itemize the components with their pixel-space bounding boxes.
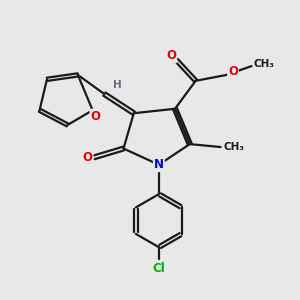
Text: O: O (166, 49, 176, 62)
Text: CH₃: CH₃ (224, 142, 244, 152)
Text: O: O (82, 151, 93, 164)
Text: CH₃: CH₃ (254, 59, 275, 69)
Text: O: O (228, 65, 238, 79)
Text: H: H (113, 80, 122, 90)
Text: Cl: Cl (152, 262, 165, 275)
Text: O: O (91, 110, 100, 123)
Text: N: N (154, 158, 164, 171)
